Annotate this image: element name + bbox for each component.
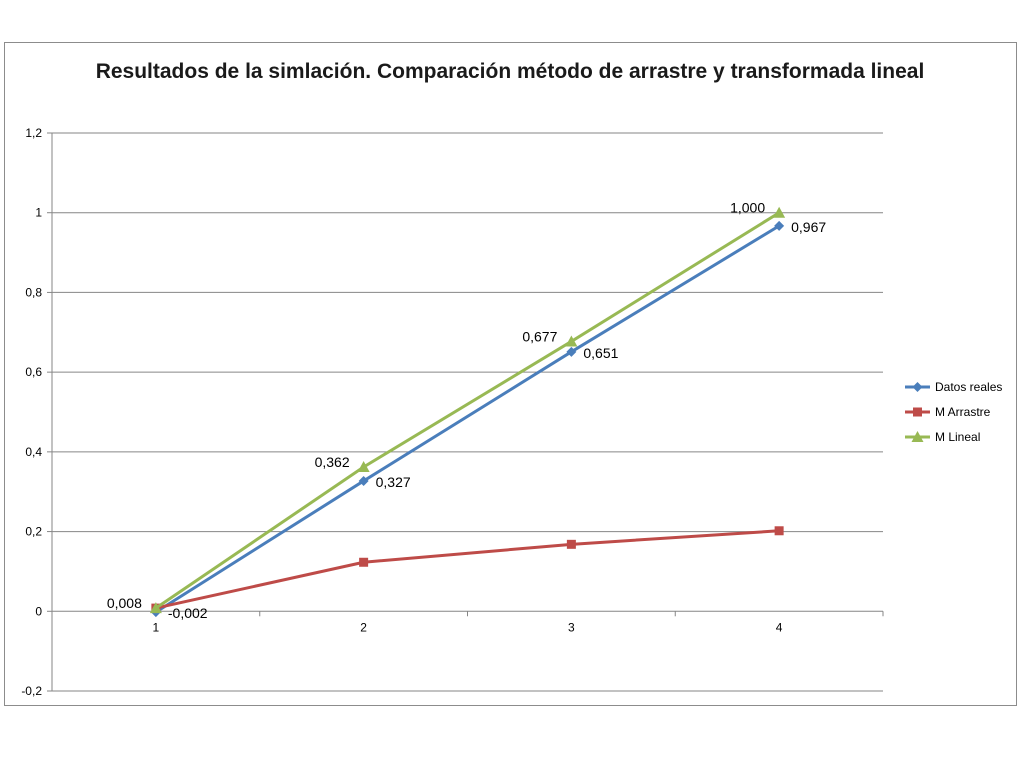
y-tick-label: -0,2	[21, 684, 42, 698]
data-label: 0,651	[583, 345, 618, 361]
series-line-1	[155, 529, 780, 610]
data-label: 0,362	[315, 454, 350, 470]
data-label: 0,677	[522, 328, 557, 344]
legend-marker	[911, 431, 924, 442]
data-point-1	[566, 539, 576, 549]
y-tick-label: 0,2	[25, 525, 42, 539]
y-tick-label: 0,8	[25, 285, 42, 299]
data-point-2	[565, 335, 578, 347]
data-label: 1,000	[730, 200, 765, 216]
chart-title: Resultados de la simlación. Comparación …	[95, 60, 925, 83]
y-tick-label: 1	[35, 206, 42, 220]
data-point-2	[357, 461, 370, 473]
legend-label: Datos reales	[935, 380, 1002, 394]
data-point-1	[774, 526, 784, 536]
x-tick-label: 2	[360, 620, 367, 634]
legend-marker	[913, 407, 922, 417]
series-line-0	[155, 224, 780, 614]
data-label: 0,967	[791, 219, 826, 235]
data-label: 0,327	[376, 474, 411, 490]
y-tick-label: 1,2	[25, 126, 42, 140]
x-tick-label: 1	[153, 620, 160, 634]
data-point-2	[149, 602, 162, 614]
series-line-2	[155, 211, 780, 610]
data-point-1	[359, 557, 369, 567]
data-point-2	[773, 206, 786, 218]
data-point-0	[774, 220, 785, 231]
x-tick-label: 4	[776, 620, 783, 634]
y-tick-label: 0,6	[25, 365, 42, 379]
legend-label: M Arrastre	[935, 405, 991, 419]
y-tick-label: 0	[35, 604, 42, 618]
data-label: -0,002	[168, 605, 208, 621]
data-point-0	[358, 475, 369, 486]
y-tick-label: 0,4	[25, 445, 42, 459]
data-point-0	[566, 346, 577, 357]
legend-label: M Lineal	[935, 430, 980, 444]
x-tick-label: 3	[568, 620, 575, 634]
data-label: 0,008	[107, 595, 142, 611]
legend-marker	[912, 382, 923, 392]
